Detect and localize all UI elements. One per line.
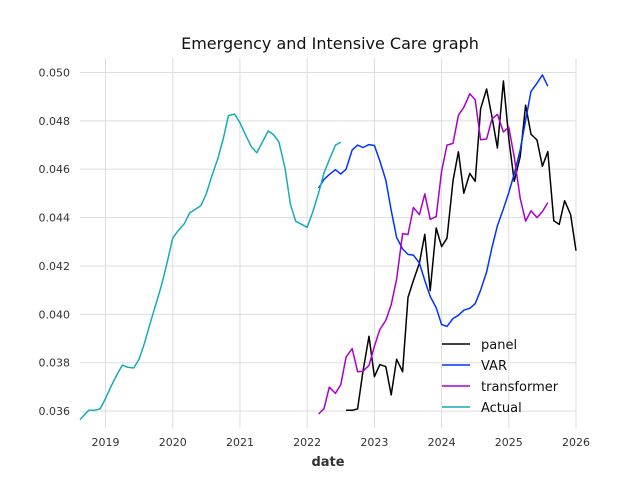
- y-tick-label: 0.050: [39, 67, 71, 80]
- legend-label-var: VAR: [481, 359, 507, 374]
- legend-label-transformer: transformer: [481, 380, 559, 395]
- series-line-actual: [79, 113, 342, 421]
- legend: panel VAR transformer Actual: [442, 338, 559, 416]
- series-line-transformer: [318, 93, 549, 415]
- x-tick-label: 2020: [159, 436, 187, 449]
- legend-label-actual: Actual: [481, 401, 522, 416]
- chart-title: Emergency and Intensive Care graph: [181, 34, 479, 53]
- x-tick-label: 2022: [293, 436, 321, 449]
- x-axis-label: date: [311, 455, 344, 470]
- series-lines: [79, 74, 577, 421]
- x-tick-label: 2023: [360, 436, 388, 449]
- grid: [80, 58, 577, 428]
- y-tick-label: 0.046: [39, 163, 71, 176]
- y-tick-label: 0.036: [39, 405, 71, 418]
- x-tick-label: 2021: [226, 436, 254, 449]
- series-line-var: [317, 74, 549, 328]
- x-tick-label: 2025: [495, 436, 523, 449]
- y-tick-label: 0.048: [39, 115, 71, 128]
- x-tick-label: 2019: [92, 436, 120, 449]
- series-line-panel: [346, 80, 577, 412]
- x-axis-ticks: 2019 2020 2021 2022 2023 2024 2025 2026: [92, 436, 590, 449]
- y-tick-label: 0.044: [39, 212, 71, 225]
- x-tick-label: 2024: [428, 436, 456, 449]
- y-tick-label: 0.040: [39, 308, 71, 321]
- y-tick-label: 0.042: [39, 260, 71, 273]
- x-tick-label: 2026: [562, 436, 590, 449]
- y-tick-label: 0.038: [39, 357, 71, 370]
- legend-label-panel: panel: [481, 338, 517, 353]
- y-axis-ticks: 0.036 0.038 0.040 0.042 0.044 0.046 0.048 0.050: [39, 67, 71, 419]
